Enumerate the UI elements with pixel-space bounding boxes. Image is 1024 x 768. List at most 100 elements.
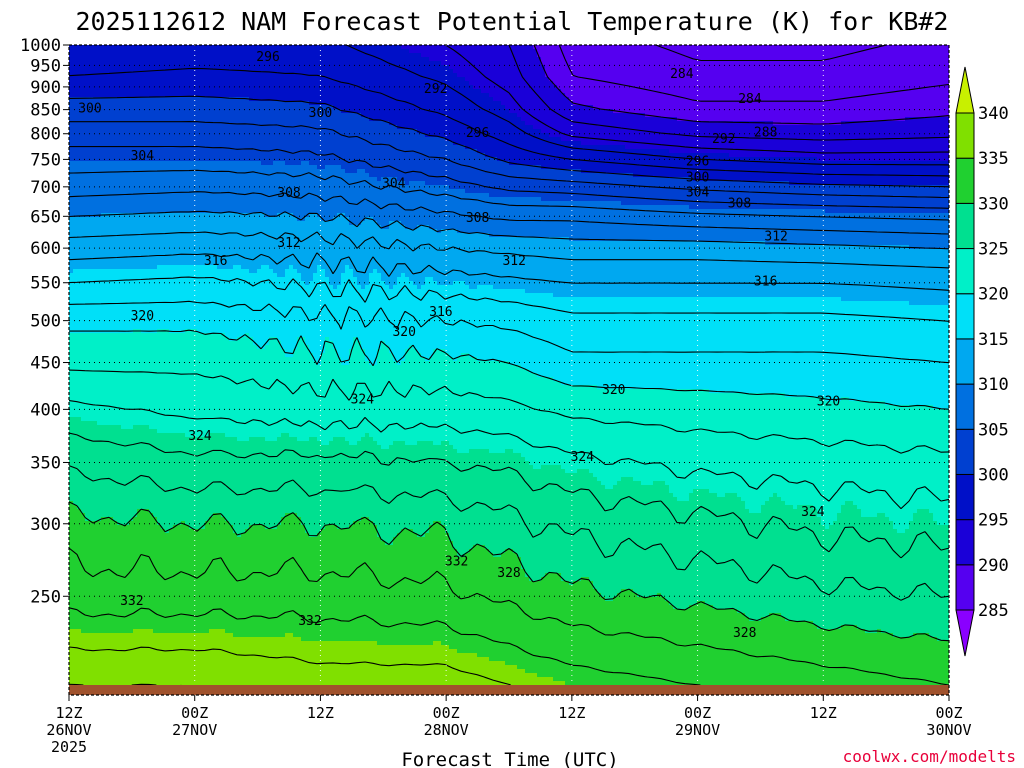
field-cell (85, 133, 90, 138)
field-cell (121, 249, 126, 254)
field-cell (149, 365, 154, 370)
field-cell (121, 93, 126, 98)
field-cell (141, 165, 146, 170)
field-cell (109, 649, 114, 654)
field-cell (125, 465, 130, 470)
field-cell (77, 489, 82, 494)
field-cell (81, 77, 86, 82)
field-cell (101, 589, 106, 594)
field-cell (141, 161, 146, 166)
field-cell (89, 481, 94, 486)
field-cell (141, 81, 146, 86)
field-cell (153, 457, 158, 462)
field-cell (73, 145, 78, 150)
field-cell (169, 673, 174, 678)
field-cell (85, 593, 90, 598)
field-cell (77, 233, 82, 238)
field-cell (173, 593, 178, 598)
field-cell (165, 105, 170, 110)
field-cell (161, 209, 166, 214)
field-cell (73, 57, 78, 62)
field-cell (89, 57, 94, 62)
field-cell (129, 633, 134, 638)
field-cell (109, 601, 114, 606)
field-cell (105, 109, 110, 114)
field-cell (117, 653, 122, 658)
field-cell (145, 61, 150, 66)
field-cell (121, 321, 126, 326)
field-cell (77, 665, 82, 670)
field-cell (161, 509, 166, 514)
field-cell (165, 497, 170, 502)
field-cell (173, 517, 178, 522)
field-cell (133, 217, 138, 222)
field-cell (189, 433, 194, 438)
field-cell (177, 253, 182, 258)
field-cell (141, 417, 146, 422)
field-cell (77, 285, 82, 290)
field-cell (173, 457, 178, 462)
field-cell (81, 421, 86, 426)
field-cell (133, 293, 138, 298)
field-cell (89, 625, 94, 630)
field-cell (177, 113, 182, 118)
field-cell (145, 653, 150, 658)
field-cell (101, 297, 106, 302)
field-cell (109, 253, 114, 258)
field-cell (181, 277, 186, 282)
field-cell (125, 225, 130, 230)
field-cell (97, 469, 102, 474)
field-cell (141, 565, 146, 570)
field-cell (77, 89, 82, 94)
field-cell (141, 525, 146, 530)
field-cell (185, 501, 190, 506)
field-cell (105, 533, 110, 538)
field-cell (141, 101, 146, 106)
field-cell (93, 621, 98, 626)
field-cell (193, 45, 198, 50)
field-cell (157, 441, 162, 446)
field-cell (185, 341, 190, 346)
field-cell (69, 593, 74, 598)
field-cell (125, 245, 130, 250)
field-cell (145, 485, 150, 490)
field-cell (97, 261, 102, 266)
field-cell (169, 445, 174, 450)
field-cell (113, 249, 118, 254)
field-cell (153, 145, 158, 150)
field-cell (141, 105, 146, 110)
field-cell (157, 593, 162, 598)
field-cell (93, 465, 98, 470)
field-cell (189, 249, 194, 254)
field-cell (93, 233, 98, 238)
field-cell (117, 501, 122, 506)
field-cell (185, 89, 190, 94)
field-cell (169, 605, 174, 610)
field-cell (129, 281, 134, 286)
field-cell (85, 221, 90, 226)
field-cell (137, 281, 142, 286)
field-cell (149, 469, 154, 474)
field-cell (113, 197, 118, 202)
field-cell (165, 561, 170, 566)
field-cell (85, 53, 90, 58)
field-cell (105, 601, 110, 606)
field-cell (105, 169, 110, 174)
field-cell (125, 625, 130, 630)
field-cell (189, 289, 194, 294)
field-cell (109, 633, 114, 638)
field-cell (77, 129, 82, 134)
field-cell (73, 185, 78, 190)
field-cell (81, 113, 86, 118)
field-cell (129, 173, 134, 178)
field-cell (137, 45, 142, 50)
field-cell (169, 569, 174, 574)
field-cell (89, 129, 94, 134)
field-cell (69, 453, 74, 458)
field-cell (165, 521, 170, 526)
field-cell (161, 229, 166, 234)
field-cell (73, 617, 78, 622)
field-cell (121, 221, 126, 226)
field-cell (121, 245, 126, 250)
field-cell (145, 497, 150, 502)
